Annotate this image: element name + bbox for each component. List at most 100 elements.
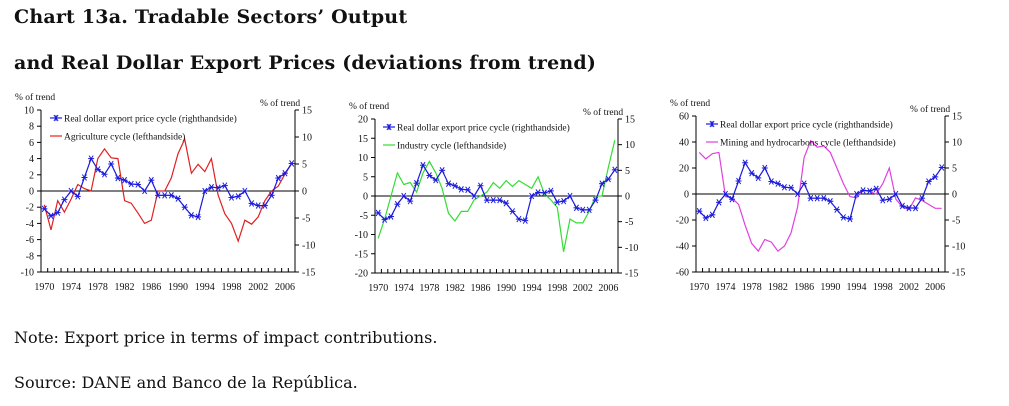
export-price-point — [755, 174, 762, 182]
marker-stroke — [847, 215, 853, 223]
marker-stroke — [142, 187, 148, 195]
marker-stroke — [801, 180, 807, 187]
export-price-point — [68, 187, 75, 195]
export-price-point — [879, 196, 886, 204]
marker-stroke — [222, 182, 228, 189]
right-y-tick-label: 15 — [625, 115, 635, 126]
marker-stroke — [755, 174, 761, 182]
export-price-point — [215, 184, 222, 192]
legend-label: Real dollar export price cycle (righthan… — [64, 114, 237, 125]
left-y-tick-label: 0 — [684, 190, 689, 201]
marker-stroke — [567, 192, 573, 200]
marker-stroke — [108, 160, 114, 168]
marker-stroke — [202, 187, 208, 195]
export-price-point — [522, 217, 529, 224]
left-y-tick-label: 60 — [679, 112, 689, 123]
export-price-point — [696, 207, 703, 215]
export-price-line — [377, 163, 616, 222]
left-axis-unit-label: % of trend — [349, 101, 389, 112]
export-price-point — [729, 195, 736, 203]
marker-stroke — [913, 204, 919, 212]
x-tick-label: 1990 — [820, 282, 840, 293]
agriculture-chart: % of trend % of trend 10 8 6 4 2 0 -2 -4 -6 -8 -10 15… — [15, 92, 315, 293]
export-price-point — [573, 204, 580, 212]
right-y-tick-label: 5 — [302, 160, 307, 171]
marker-stroke — [375, 209, 381, 217]
export-price-point — [114, 174, 121, 182]
export-price-point — [919, 194, 926, 202]
export-price-point — [515, 215, 522, 223]
export-price-point — [471, 192, 478, 200]
left-y-tick-label: 15 — [358, 134, 368, 145]
marker-stroke — [101, 170, 108, 178]
export-price-point — [268, 192, 275, 199]
export-price-point — [255, 202, 262, 209]
left-y-tick-label: 0 — [29, 187, 34, 198]
export-price-point — [801, 180, 808, 187]
export-price-point — [866, 187, 873, 195]
export-price-point — [554, 198, 561, 206]
marker-stroke — [612, 166, 618, 174]
export-price-point — [586, 206, 593, 214]
export-price-point — [853, 190, 860, 198]
right-y-tick-label: 10 — [302, 133, 312, 144]
export-price-point — [814, 194, 821, 202]
export-price-point — [820, 194, 827, 202]
legend-item: Mining and hydrocarbons cycle (lefthands… — [706, 138, 896, 149]
legend-item: Industry cycle (lefthandside) — [383, 141, 506, 152]
left-y-tick-label: -20 — [676, 216, 689, 227]
x-tick-label: 1974 — [715, 282, 735, 293]
marker-stroke — [95, 166, 101, 173]
marker-stroke — [775, 180, 781, 187]
export-price-point — [611, 166, 618, 174]
marker-stroke — [426, 172, 432, 179]
left-axis-unit-label: % of trend — [15, 92, 55, 103]
left-y-tick-label: 10 — [358, 153, 368, 164]
x-tick-label: 1998 — [222, 282, 242, 293]
left-y-tick-label: -15 — [355, 249, 368, 260]
export-price-point — [925, 178, 932, 185]
export-price-point — [81, 174, 88, 181]
export-price-point — [154, 192, 161, 199]
sector-output-line — [377, 140, 616, 252]
right-axis-unit-label: % of trend — [910, 104, 950, 115]
legend-label: Industry cycle (lefthandside) — [397, 141, 506, 152]
export-price-point — [709, 211, 716, 219]
x-tick-label: 1994 — [522, 283, 542, 294]
x-tick-label: 1978 — [419, 283, 439, 294]
marker-stroke — [899, 202, 905, 210]
marker-stroke — [926, 178, 932, 185]
left-y-tick-label: -5 — [360, 211, 368, 222]
marker-stroke — [880, 196, 886, 204]
marker-stroke — [128, 180, 134, 188]
export-price-point — [541, 189, 548, 197]
export-price-point — [892, 190, 899, 198]
export-price-point — [464, 186, 471, 194]
export-price-point — [547, 187, 554, 195]
left-y-tick-label: 8 — [29, 122, 34, 133]
export-price-point — [134, 181, 141, 188]
export-price-point — [281, 169, 288, 177]
export-price-point — [528, 192, 535, 200]
right-y-tick-label: 0 — [952, 190, 957, 201]
export-price-point — [108, 160, 115, 168]
export-price-point — [141, 187, 148, 195]
legend-label: Mining and hydrocarbons cycle (lefthands… — [720, 138, 896, 149]
left-y-tick-label: 2 — [29, 170, 34, 181]
note-text: Note: Export price in terms of impact co… — [14, 328, 438, 347]
right-y-tick-label: -10 — [302, 241, 315, 252]
marker-stroke — [840, 214, 846, 221]
marker-stroke — [503, 199, 509, 207]
marker-stroke — [471, 192, 477, 200]
right-y-tick-label: -10 — [625, 243, 638, 254]
marker-stroke — [235, 193, 241, 200]
marker-stroke — [420, 161, 426, 169]
marker-stroke — [696, 207, 702, 215]
marker-stroke — [860, 187, 866, 194]
export-price-point — [560, 197, 567, 205]
export-price-point — [477, 182, 484, 190]
marker-stroke — [88, 155, 94, 162]
export-price-line — [698, 161, 943, 220]
export-price-point — [94, 166, 101, 173]
export-price-point — [860, 187, 867, 194]
